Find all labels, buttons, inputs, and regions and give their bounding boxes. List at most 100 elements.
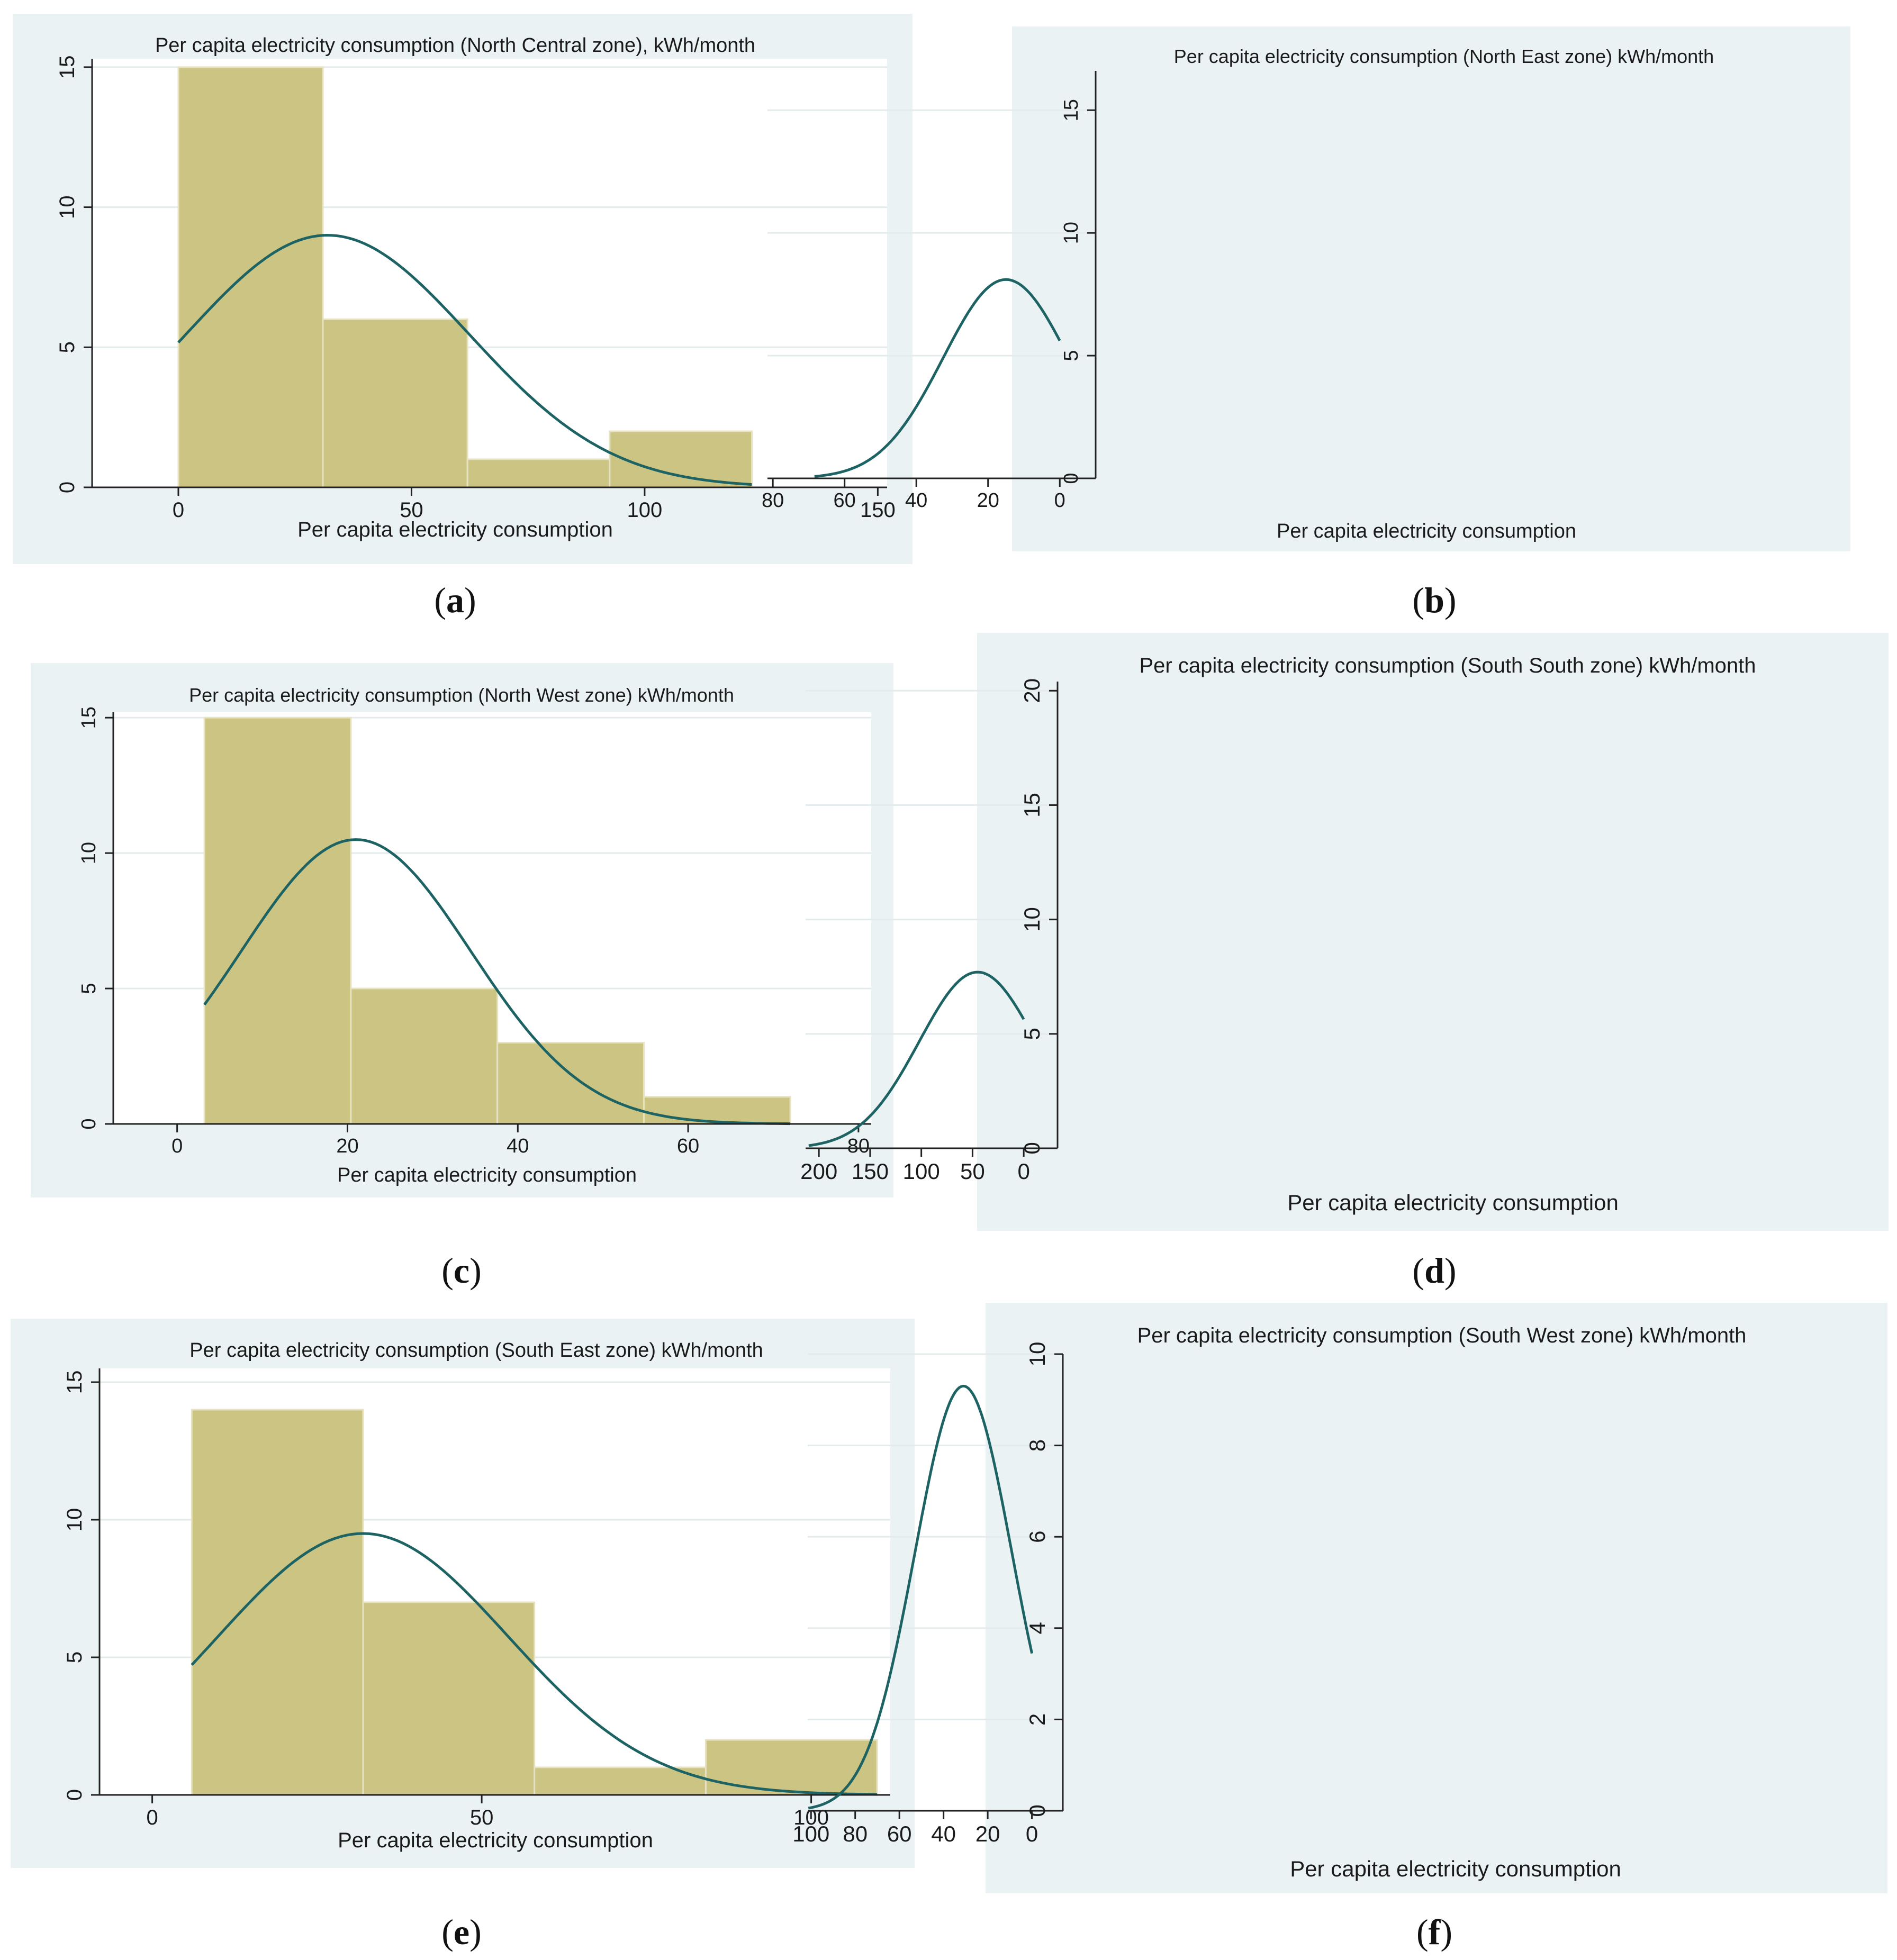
y-tick-label: 5 [1019,1028,1044,1040]
histogram-bar-2 [322,318,468,488]
x-tick-label: 100 [627,498,663,522]
x-tick-label: 0 [173,498,184,522]
chart-title: Per capita electricity consumption (Nort… [155,34,755,57]
histogram-bar-3 [534,1766,707,1796]
x-tick-label: 60 [834,489,856,512]
chart-title: Per capita electricity consumption (Sout… [189,1339,763,1362]
x-tick-label: 40 [931,1821,956,1846]
x-tick-label: 0 [1054,489,1065,512]
chart-e: 0 5 10 15 0 50 100 Per capita electricity consu… [11,1319,915,1868]
x-tick-label: 0 [146,1806,158,1829]
x-tick-label: 200 [800,1159,837,1184]
y-tick-label: 8 [1025,1439,1050,1451]
y-tick-label: 15 [1019,793,1044,818]
x-tick-label: 40 [507,1135,529,1157]
y-tick-label: 0 [1025,1804,1050,1817]
y-tick-label: 0 [1060,473,1082,484]
x-axis-label: Per capita electricity consumption [337,1164,637,1186]
caption-e: (e) [441,1912,482,1952]
x-tick-label: 150 [860,498,896,522]
normal-density-curve [814,278,1061,478]
y-tick-label: 5 [56,341,79,353]
panel-background [1012,26,1850,551]
y-tick-label: 5 [78,983,100,994]
x-tick-label: 150 [852,1159,889,1184]
x-axis-label: Per capita electricity consumption [1277,520,1576,542]
x-tick-label: 20 [977,489,999,512]
caption-b: (b) [1412,580,1457,620]
normal-density-curve [808,1384,1034,1810]
chart-title: Per capita electricity consumption (Nort… [1174,46,1714,67]
x-tick-label: 60 [887,1821,912,1846]
normal-density-curve [203,838,791,1126]
y-tick-label: 15 [1060,99,1082,121]
x-tick-label: 50 [400,498,423,522]
x-tick-label: 100 [792,1821,829,1846]
y-tick-label: 6 [1025,1531,1050,1543]
x-tick-label: 20 [336,1135,358,1157]
y-tick-label: 10 [1019,907,1044,932]
x-tick-label: 20 [975,1821,1000,1846]
x-tick-label: 80 [843,1821,868,1846]
y-tick-label: 4 [1025,1622,1050,1634]
panel-background [986,1303,1887,1893]
x-axis-label: Per capita electricity consumption [1287,1190,1619,1215]
y-tick-label: 2 [1025,1713,1050,1726]
caption-d: (d) [1412,1250,1457,1291]
histogram-bar-3 [496,1041,645,1125]
y-tick-label: 15 [63,1371,86,1394]
chart-title: Per capita electricity consumption (Sout… [1140,654,1756,677]
x-tick-label: 0 [171,1135,183,1157]
x-axis-label: Per capita electricity consumption [297,518,613,541]
x-tick-label: 100 [903,1159,940,1184]
x-tick-label: 40 [905,489,927,512]
y-tick-label: 10 [56,195,79,219]
caption-c: (c) [441,1250,482,1291]
y-tick-label: 10 [1060,222,1082,244]
caption-f: (f) [1416,1912,1452,1952]
y-tick-label: 0 [63,1789,86,1801]
y-tick-label: 10 [78,842,100,864]
x-tick-label: 80 [847,1135,870,1157]
y-tick-label: 0 [78,1118,100,1129]
normal-density-curve [808,970,1025,1147]
normal-density-curve [177,233,752,486]
caption-a: (a) [434,580,476,620]
y-tick-label: 10 [63,1508,86,1532]
y-tick-label: 10 [1025,1342,1050,1367]
normal-density-curve [191,1532,878,1796]
histogram-bar-4 [609,430,753,488]
x-tick-label: 50 [960,1159,985,1184]
y-tick-label: 20 [1019,678,1044,703]
histogram-bar-3 [466,458,611,488]
x-tick-label: 0 [1017,1159,1029,1184]
x-axis-label: Per capita electricity consumption [338,1829,653,1852]
chart-title: Per capita electricity consumption (Sout… [1137,1324,1747,1347]
histogram-bar-1 [203,716,352,1125]
histogram-bar-2 [362,1601,536,1796]
chart-title: Per capita electricity consumption (Nort… [189,684,734,706]
y-tick-label: 15 [78,706,100,729]
x-tick-label: 60 [677,1135,699,1157]
histogram-bar-4 [643,1096,791,1125]
y-tick-label: 5 [63,1652,86,1663]
x-tick-label: 50 [470,1806,494,1829]
x-tick-label: 0 [1026,1821,1038,1846]
y-tick-label: 0 [1019,1142,1044,1154]
histogram-bar-1 [177,66,324,488]
y-tick-label: 5 [1060,350,1082,361]
panel-background [977,633,1889,1231]
histogram-bar-2 [350,987,499,1125]
x-axis-label: Per capita electricity consumption [1290,1856,1621,1881]
histogram-bar-1 [191,1409,364,1796]
y-tick-label: 15 [56,56,79,79]
x-tick-label: 80 [762,489,784,512]
histogram-bar-4 [704,1739,878,1796]
